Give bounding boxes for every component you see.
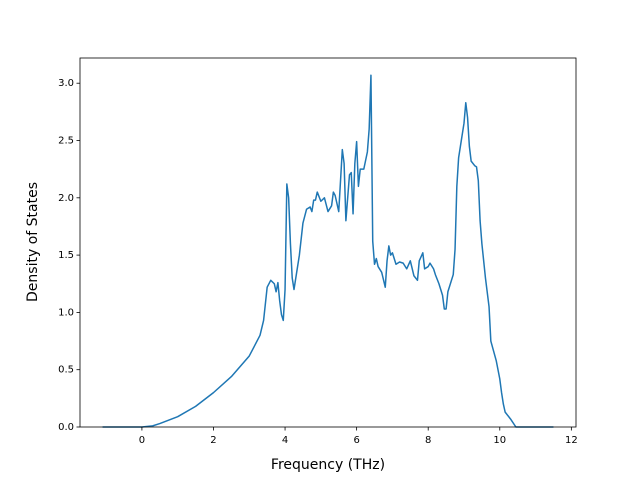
- x-tick-label: 8: [425, 435, 431, 446]
- line: [102, 74, 554, 428]
- y-tick-label: 1.0: [58, 307, 74, 318]
- plot-frame: [79, 57, 577, 428]
- y-tick-label: 0.0: [58, 422, 74, 433]
- y-tick-label: 0.5: [58, 365, 74, 376]
- y-tick-label: 1.5: [58, 250, 74, 261]
- y-tick-label: 2.0: [58, 193, 74, 204]
- x-tick-label: 4: [282, 435, 288, 446]
- x-tick-label: 12: [565, 435, 578, 446]
- y-axis-label: Density of States: [25, 182, 41, 302]
- x-axis-label: Frequency (THz): [271, 457, 385, 473]
- x-tick-label: 6: [353, 435, 359, 446]
- x-tick-label: 2: [210, 435, 216, 446]
- x-tick-label: 10: [493, 435, 506, 446]
- y-tick-label: 3.0: [58, 78, 74, 89]
- y-tick-label: 2.5: [58, 136, 74, 147]
- x-tick-label: 0: [139, 435, 145, 446]
